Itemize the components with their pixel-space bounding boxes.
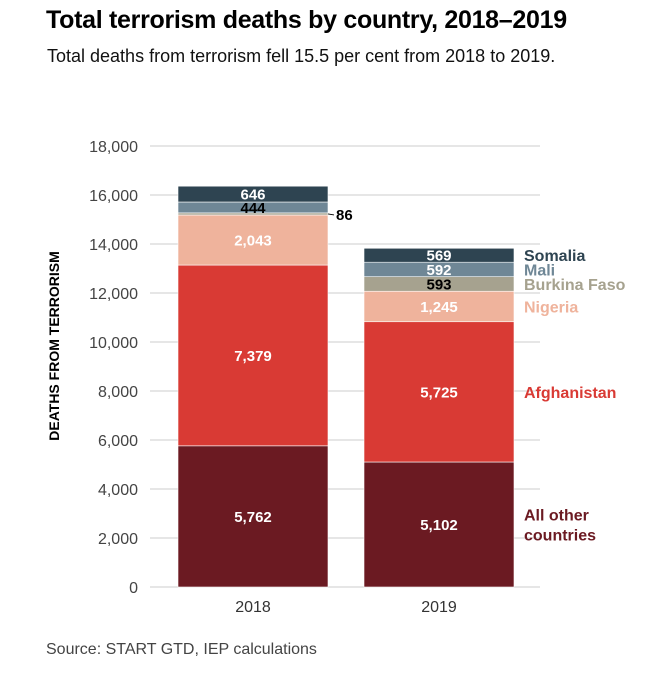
bar-segment-nigeria-2018 [177,214,329,266]
legend: All other countries Afghanistan Nigeria Burk… [524,248,626,544]
data-label: 592 [426,262,451,279]
source-note: Source: START GTD, IEP calculations [46,641,317,658]
legend-label-line: Nigeria [524,299,578,316]
legend-label-line: Somalia [524,248,585,265]
y-tick-label: 6,000 [98,433,138,450]
data-label: 5,102 [420,517,458,534]
legend-item-mali: Mali [524,262,555,279]
y-axis-ticks: 0 2,000 4,000 6,000 8,000 10,000 12,000 14,000 1… [89,139,138,597]
data-label: 1,245 [420,299,458,316]
legend-label-line: Afghanistan [524,385,616,402]
y-tick-label: 2,000 [98,531,138,548]
legend-item-afghanistan: Afghanistan [524,385,616,402]
bar-segment-all-other-countries-2018 [177,445,329,588]
legend-item-somalia: Somalia [524,248,585,265]
legend-item-burkina-faso: Burkina Faso [524,277,626,294]
bar-segment-somalia-2019 [363,247,515,263]
data-label: 646 [240,187,265,204]
bar-segment-somalia-2018 [177,185,329,203]
y-tick-label: 0 [129,580,138,597]
legend-label-line: countries [524,528,596,545]
bar-segment-nigeria-2019 [363,290,515,323]
x-tick-label: 2019 [421,599,457,616]
bars [177,185,515,588]
legend-label-line: All other [524,508,589,525]
y-tick-label: 8,000 [98,384,138,401]
data-label: 593 [426,276,451,293]
callout-line [327,213,335,216]
legend-label-line: Mali [524,262,555,279]
y-tick-label: 12,000 [89,286,138,303]
data-label: 7,379 [234,348,272,365]
data-label: 2,043 [234,233,272,250]
y-tick-label: 16,000 [89,188,138,205]
y-tick-label: 10,000 [89,335,138,352]
y-tick-label: 14,000 [89,237,138,254]
x-tick-label: 2018 [235,599,271,616]
legend-item-nigeria: Nigeria [524,299,578,316]
x-axis-ticks: 2018 2019 [235,599,457,616]
chart-title: Total terrorism deaths by country, 2018–… [46,6,567,34]
data-label: 569 [426,248,451,265]
legend-item-all-other-countries: All other countries [524,508,596,545]
data-label: 444 [240,200,266,217]
bar-segment-afghanistan-2019 [363,321,515,463]
legend-label-line: Burkina Faso [524,277,626,294]
y-tick-label: 18,000 [89,139,138,156]
y-tick-label: 4,000 [98,482,138,499]
data-label: 5,762 [234,509,272,526]
data-label: 5,725 [420,384,458,401]
data-label: 86 [336,207,353,224]
chart-subtitle: Total deaths from terrorism fell 15.5 pe… [47,46,556,66]
y-axis-label: DEATHS FROM TERRORISM [46,251,62,441]
